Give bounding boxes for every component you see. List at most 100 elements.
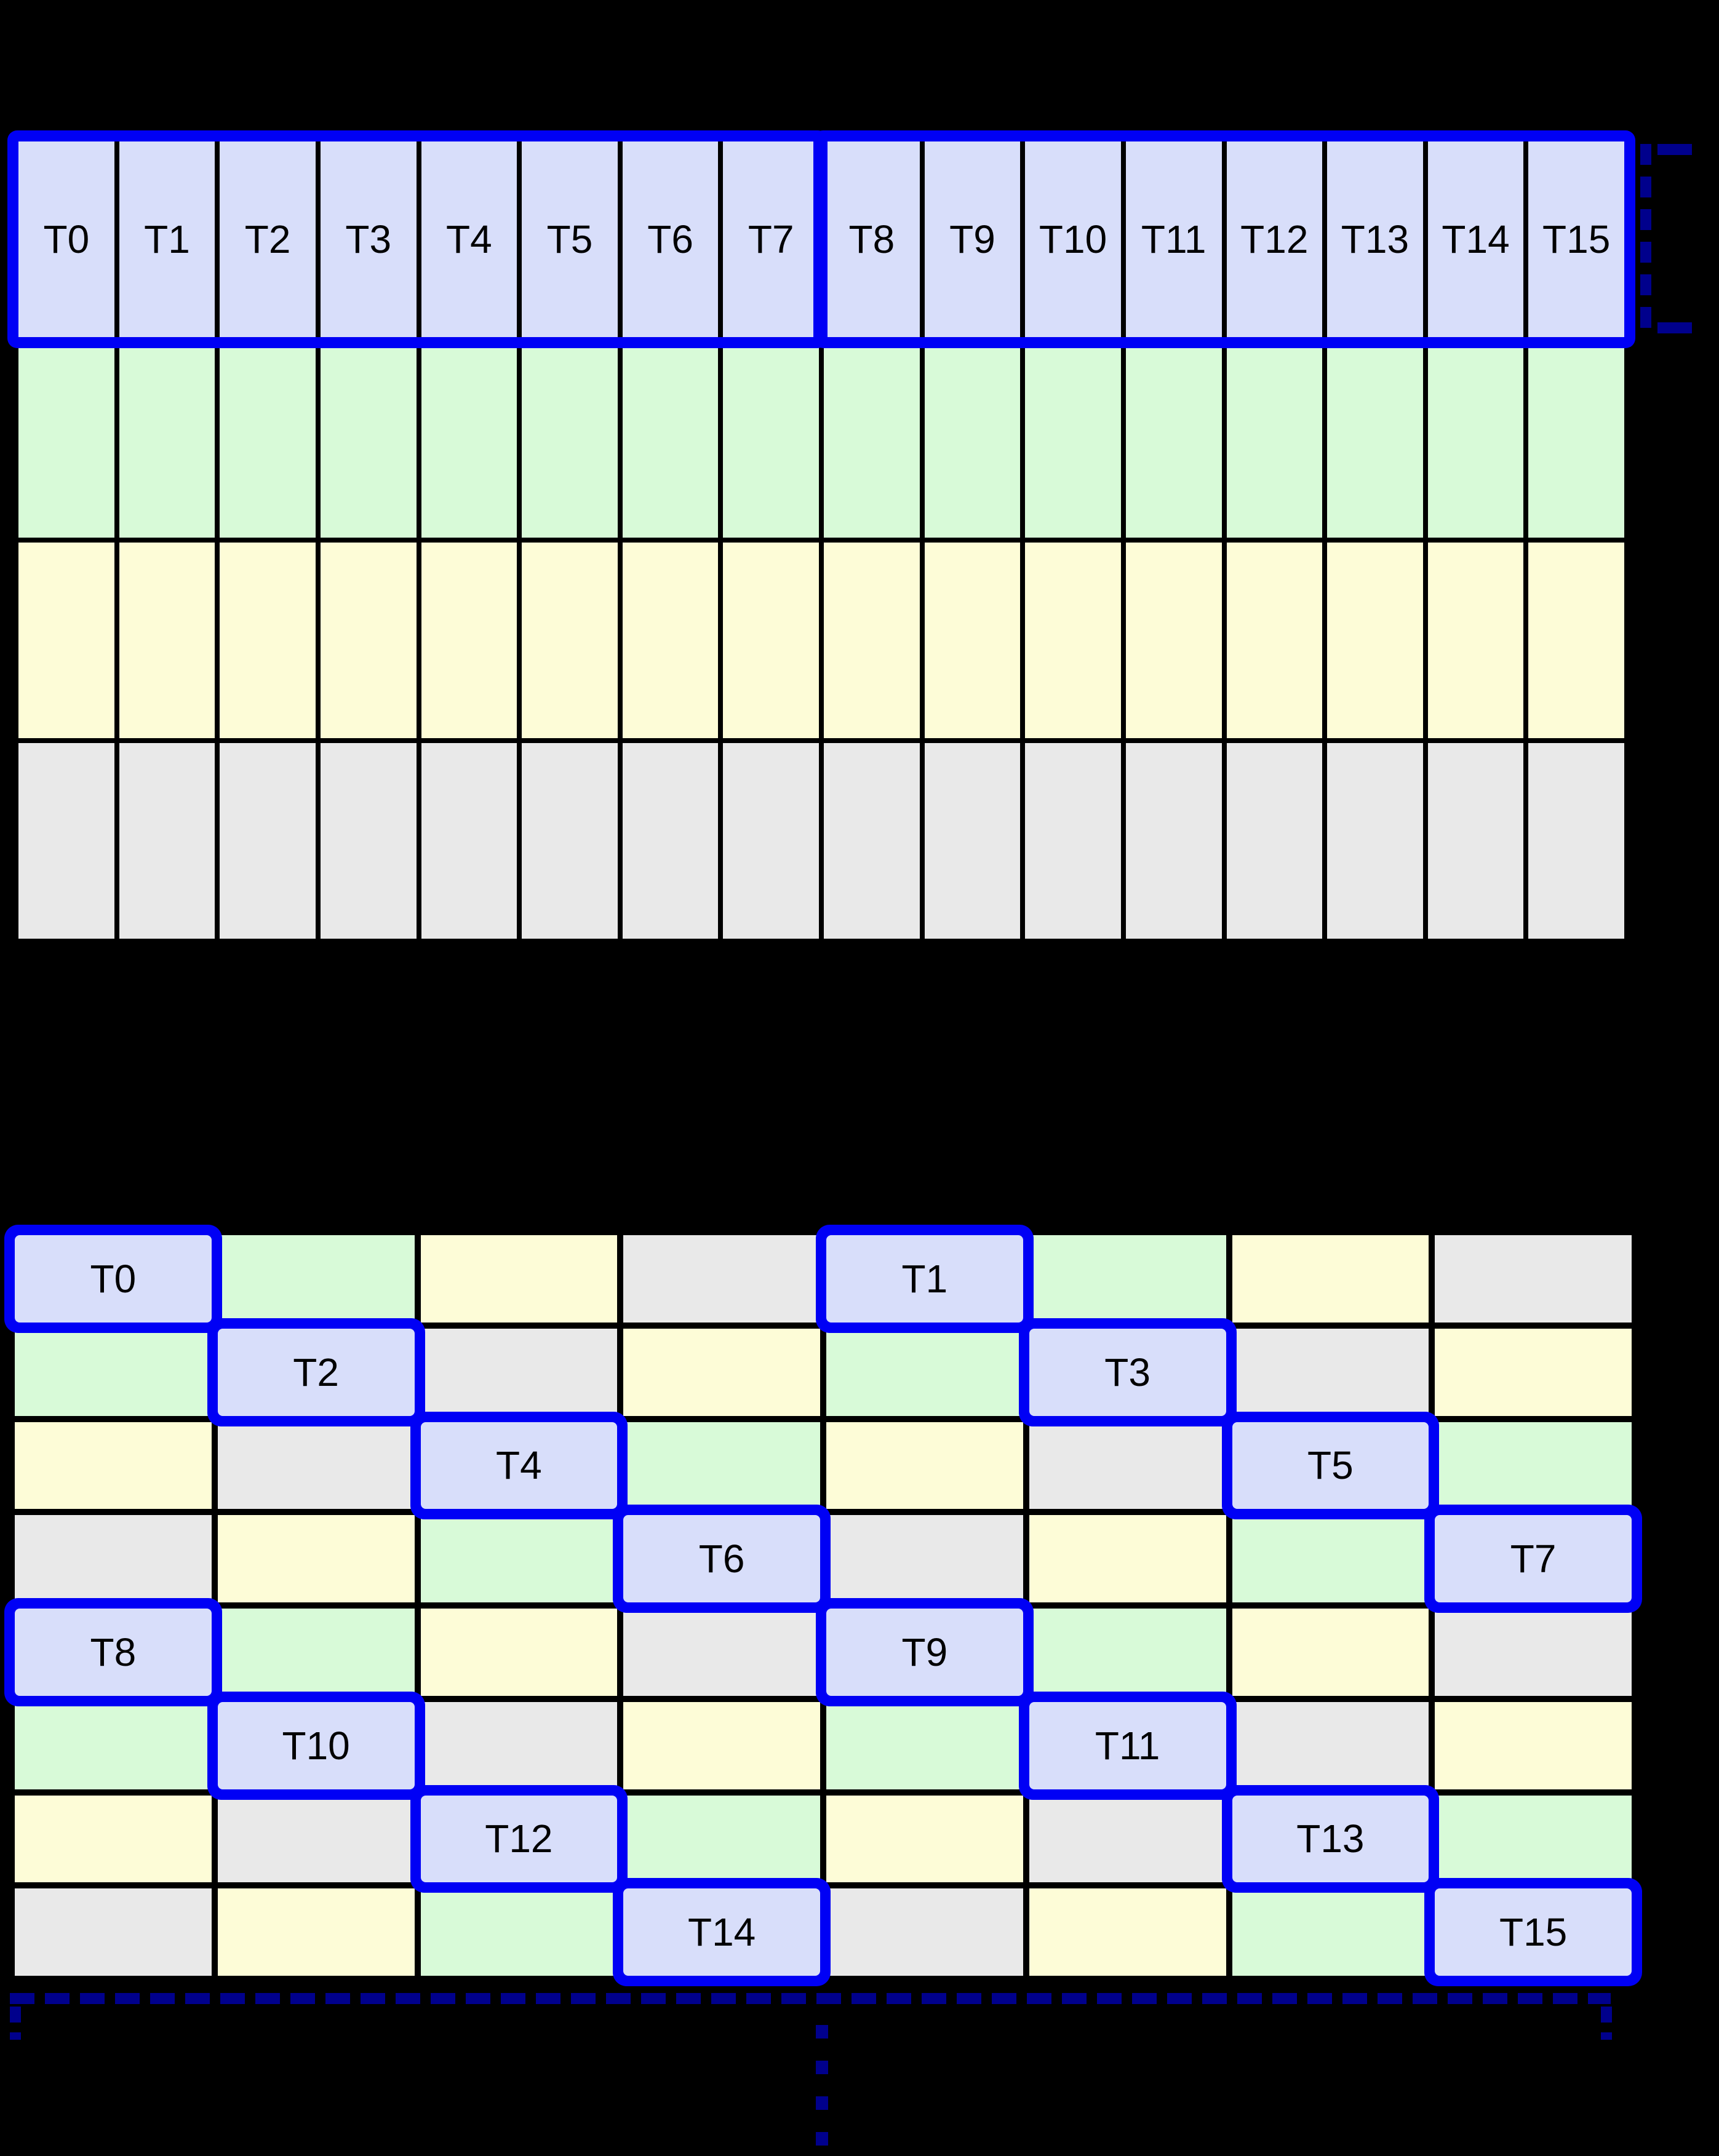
thread-label: T5 [546,217,593,261]
thread-label: T11 [1095,1723,1160,1768]
thread-label: T15 [1499,1910,1568,1955]
grid2-cell-r0-c4: T1 [826,1235,1023,1323]
grid2-cell-r5-c6 [1232,1701,1429,1789]
grid2-cell-r7-c5 [1029,1888,1226,1976]
thread-label: T4 [496,1443,542,1488]
grid2-cell-r2-c6: T5 [1232,1422,1429,1510]
grid1-cell-r0-c10: T10 [1025,141,1121,337]
grid2-cell-r4-c3 [623,1609,820,1696]
grid1-cell-r0-c0: T0 [18,141,114,337]
thread-label: T8 [90,1629,137,1674]
grid2-cell-r6-c2: T12 [420,1795,618,1883]
grid2-cell-r6-c0 [15,1795,212,1883]
grid1-cell-r1-c8 [824,342,920,538]
thread-label: T13 [1296,1816,1365,1861]
thread-label: T14 [687,1910,756,1955]
grid2-cell-r3-c0 [15,1515,212,1602]
grid1-cell-r3-c4 [421,743,517,939]
grid1-cell-r2-c4 [421,543,517,738]
continuation-ellipsis-icon [816,2025,828,2156]
grid1-cell-r0-c3: T3 [320,141,417,337]
grid2-cell-r7-c2 [420,1888,618,1976]
grid2-cell-r5-c1: T10 [217,1701,415,1789]
grid2-cell-r4-c7 [1435,1609,1632,1696]
grid2-cell-r6-c6: T13 [1232,1795,1429,1883]
grid2-cell-r7-c4 [826,1888,1023,1976]
row-bracket-line-icon [1640,144,1651,333]
grid2-cell-r4-c0: T8 [15,1609,212,1696]
grid1-cell-r2-c3 [320,543,417,738]
grid2-cell-r1-c0 [15,1328,212,1416]
grid2-cell-r4-c5 [1029,1609,1226,1696]
grid1-cell-r0-c11: T11 [1125,141,1222,337]
grid2-cell-r1-c6 [1232,1328,1429,1416]
grid2-cell-r0-c5 [1029,1235,1226,1323]
grid2-cell-r0-c2 [420,1235,618,1323]
grid1-cell-r1-c3 [320,342,417,538]
grid2-cell-r2-c7 [1435,1422,1632,1510]
grid2-cell-r3-c4 [826,1515,1023,1602]
grid1-cell-r3-c13 [1327,743,1423,939]
grid2-cell-r1-c7 [1435,1328,1632,1416]
grid2-cell-r6-c5 [1029,1795,1226,1883]
thread-label: T3 [1104,1350,1151,1394]
grid1-cell-r1-c9 [924,342,1021,538]
grid1-cell-r2-c5 [522,543,618,738]
grid1-cell-r3-c14 [1427,743,1524,939]
width-bracket-right-cap-icon [1601,2007,1612,2040]
grid1-cell-r3-c2 [220,743,316,939]
grid2-cell-r2-c4 [826,1422,1023,1510]
grid1-cell-r3-c7 [723,743,819,939]
grid1-cell-r1-c10 [1025,342,1121,538]
grid2-cell-r2-c5 [1029,1422,1226,1510]
grid2-cell-r1-c5: T3 [1029,1328,1226,1416]
staggered-grid: T0 T1 T2 T3 T4 T5 T6 T7 T8 T9 T10 T11 T12 T13 T14 T15 [9,1229,1638,1982]
grid2-cell-r5-c2 [420,1701,618,1789]
grid1-cell-r0-c4: T4 [421,141,517,337]
grid2-cell-r1-c4 [826,1328,1023,1416]
grid1-cell-r2-c14 [1427,543,1524,738]
thread-label: T15 [1542,217,1611,261]
grid2-cell-r0-c6 [1232,1235,1429,1323]
grid1-cell-r3-c9 [924,743,1021,939]
grid1-cell-r1-c12 [1226,342,1323,538]
grid1-cell-r1-c11 [1125,342,1222,538]
grid2-cell-r7-c3: T14 [623,1888,820,1976]
grid2-cell-r3-c5 [1029,1515,1226,1602]
thread-label: T0 [43,217,90,261]
grid1-cell-r0-c12: T12 [1226,141,1323,337]
thread-label: T6 [647,217,693,261]
grid2-cell-r4-c2 [420,1609,618,1696]
grid1-cell-r3-c3 [320,743,417,939]
grid1-cell-r2-c8 [824,543,920,738]
grid2-cell-r6-c3 [623,1795,820,1883]
thread-label: T13 [1341,217,1410,261]
grid2-cell-r6-c4 [826,1795,1023,1883]
grid1-cell-r2-c11 [1125,543,1222,738]
grid1-cell-r2-c13 [1327,543,1423,738]
grid2-cell-r7-c1 [217,1888,415,1976]
row-bracket-top-cap-icon [1657,144,1692,155]
grid1-cell-r2-c9 [924,543,1021,738]
thread-label: T7 [1510,1537,1557,1581]
grid2-cell-r6-c1 [217,1795,415,1883]
grid1-cell-r1-c7 [723,342,819,538]
grid2-cell-r7-c7: T15 [1435,1888,1632,1976]
grid1-cell-r1-c4 [421,342,517,538]
thread-label: T11 [1141,217,1206,261]
grid1-cell-r0-c5: T5 [522,141,618,337]
grid2-cell-r2-c3 [623,1422,820,1510]
grid1-cell-r2-c0 [18,543,114,738]
grid2-cell-r3-c3: T6 [623,1515,820,1602]
grid2-cell-r2-c1 [217,1422,415,1510]
grid2-cell-r2-c2: T4 [420,1422,618,1510]
thread-label: T10 [1039,217,1107,261]
grid2-cell-r3-c7: T7 [1435,1515,1632,1602]
grid2-cell-r7-c6 [1232,1888,1429,1976]
grid2-cell-r5-c7 [1435,1701,1632,1789]
grid1-cell-r0-c14: T14 [1427,141,1524,337]
thread-label: T12 [485,1816,553,1861]
grid2-cell-r1-c2 [420,1328,618,1416]
grid2-cell-r5-c3 [623,1701,820,1789]
